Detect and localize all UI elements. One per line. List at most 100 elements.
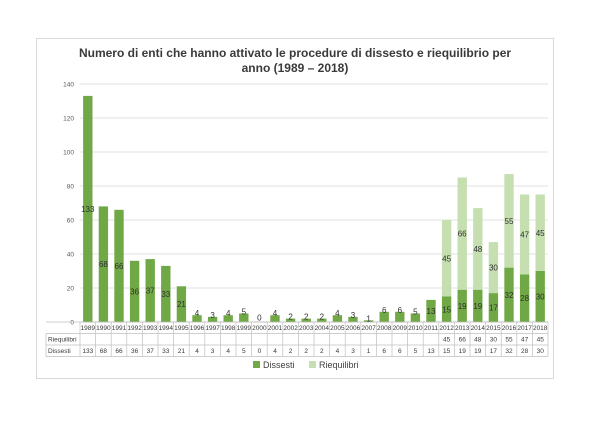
bar-dissesti	[114, 209, 124, 322]
table-cell-dissesti: 13	[427, 348, 435, 355]
table-cell-dissesti: 5	[242, 348, 246, 355]
bar-dissesti	[301, 318, 311, 322]
data-label-riequilibri: 66	[458, 230, 467, 239]
bar-dissesti	[98, 206, 109, 322]
x-tick-label: 1989	[81, 325, 96, 332]
x-tick-label: 2003	[299, 325, 314, 332]
table-cell-dissesti: 6	[382, 348, 386, 355]
bar-dissesti	[332, 315, 343, 322]
x-tick-label: 2018	[533, 325, 548, 332]
x-tick-label: 2004	[315, 325, 330, 332]
legend-swatch-riequilibri	[309, 361, 316, 368]
bar-dissesti	[379, 311, 389, 322]
table-cell-dissesti: 4	[273, 348, 277, 355]
bar-dissesti	[239, 313, 249, 322]
data-label-dissesti: 15	[442, 305, 451, 314]
bar-riequilibri	[473, 208, 483, 290]
bar-dissesti	[270, 315, 280, 322]
data-label-dissesti: 30	[536, 293, 545, 302]
table-row-header-dissesti: Dissesti	[48, 348, 71, 355]
legend-label-dissesti: Dissesti	[263, 360, 295, 370]
y-tick-label: 120	[63, 115, 74, 122]
data-label-riequilibri: 30	[489, 264, 498, 273]
table-cell-dissesti: 66	[115, 348, 123, 355]
data-label-dissesti: 13	[427, 307, 436, 316]
data-label-dissesti: 3	[351, 311, 356, 320]
table-cell-dissesti: 133	[82, 348, 93, 355]
table-cell-dissesti: 2	[304, 348, 308, 355]
data-label-dissesti: 0	[257, 314, 262, 323]
x-tick-label: 1990	[96, 325, 111, 332]
table-cell-dissesti: 15	[443, 348, 451, 355]
bar-riequilibri	[488, 242, 499, 294]
data-label-dissesti: 36	[130, 287, 139, 296]
table-cell-riequilibri: 48	[474, 337, 482, 344]
x-tick-label: 2013	[455, 325, 470, 332]
table-cell-dissesti: 2	[320, 348, 324, 355]
table-cell-dissesti: 21	[178, 348, 186, 355]
bar-dissesti	[161, 265, 171, 322]
x-tick-label: 2002	[283, 325, 298, 332]
x-tick-label: 2011	[424, 325, 438, 332]
bar-dissesti	[317, 318, 327, 322]
data-label-dissesti: 2	[320, 313, 325, 322]
bar-dissesti	[207, 316, 218, 322]
data-label-dissesti: 68	[99, 260, 108, 269]
table-cell-dissesti: 68	[100, 348, 108, 355]
y-tick-label: 0	[70, 319, 74, 326]
y-tick-label: 40	[67, 251, 75, 258]
data-label-dissesti: 2	[304, 313, 309, 322]
table-cell-riequilibri: 66	[459, 337, 467, 344]
bar-dissesti	[395, 311, 405, 322]
data-label-dissesti: 4	[273, 309, 278, 318]
data-label-dissesti: 17	[489, 304, 498, 313]
bar-dissesti	[363, 320, 374, 322]
x-tick-label: 2001	[268, 325, 283, 332]
y-tick-label: 100	[63, 149, 74, 156]
table-cell-riequilibri: 47	[521, 337, 529, 344]
bar-riequilibri	[504, 174, 514, 268]
bar-dissesti	[410, 313, 421, 322]
legend-label-riequilibri: Riequilibri	[319, 360, 359, 370]
table-cell-dissesti: 3	[351, 348, 355, 355]
data-label-dissesti: 4	[195, 309, 200, 318]
y-tick-label: 80	[67, 183, 75, 190]
data-label-dissesti: 5	[413, 308, 418, 317]
data-label-dissesti: 32	[505, 291, 514, 300]
data-label-dissesti: 133	[81, 205, 95, 214]
y-tick-label: 140	[63, 81, 74, 88]
x-tick-label: 1991	[112, 325, 127, 332]
x-tick-label: 2006	[346, 325, 361, 332]
x-tick-label: 1999	[237, 325, 252, 332]
table-cell-riequilibri: 30	[490, 337, 498, 344]
data-label-dissesti: 2	[288, 313, 293, 322]
bar-dissesti	[285, 318, 296, 322]
table-cell-riequilibri: 55	[505, 337, 513, 344]
x-tick-label: 2014	[471, 325, 486, 332]
table-cell-dissesti: 33	[162, 348, 170, 355]
bar-riequilibri	[535, 194, 545, 271]
bar-dissesti	[504, 267, 514, 322]
x-tick-label: 1997	[205, 325, 220, 332]
table-cell-dissesti: 19	[474, 348, 482, 355]
data-label-dissesti: 33	[161, 290, 170, 299]
table-cell-dissesti: 4	[226, 348, 230, 355]
data-label-dissesti: 37	[146, 287, 155, 296]
table-cell-dissesti: 37	[147, 348, 155, 355]
table-cell-dissesti: 1	[367, 348, 371, 355]
bar-dissesti	[223, 315, 233, 322]
data-label-riequilibri: 47	[520, 230, 529, 239]
x-tick-label: 2007	[361, 325, 376, 332]
x-tick-label: 2016	[502, 325, 517, 332]
x-tick-label: 2009	[393, 325, 408, 332]
x-tick-label: 2008	[377, 325, 392, 332]
table-cell-dissesti: 4	[336, 348, 340, 355]
x-tick-label: 2005	[330, 325, 345, 332]
table-cell-riequilibri: 45	[443, 337, 451, 344]
bar-riequilibri	[441, 220, 452, 297]
x-tick-label: 2010	[408, 325, 423, 332]
bar-dissesti	[83, 95, 93, 323]
bar-dissesti	[488, 293, 499, 322]
bar-dissesti	[441, 296, 452, 322]
bar-dissesti	[519, 274, 530, 322]
